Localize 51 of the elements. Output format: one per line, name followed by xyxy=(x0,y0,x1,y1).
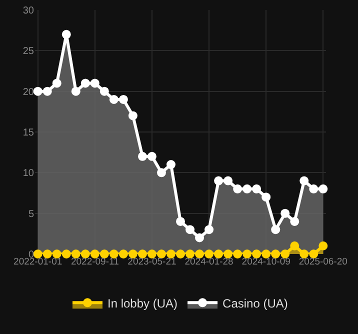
point xyxy=(166,160,176,170)
point xyxy=(280,208,290,218)
point xyxy=(233,184,242,194)
point xyxy=(195,233,204,242)
point xyxy=(252,184,262,194)
point xyxy=(42,86,52,96)
y-tick-label: 25 xyxy=(22,46,34,58)
point xyxy=(309,184,318,194)
point xyxy=(290,216,300,226)
x-tick-label: 2024-10-09 xyxy=(242,256,290,268)
legend-label: In lobby (UA) xyxy=(108,296,178,310)
point xyxy=(214,176,224,186)
point xyxy=(147,152,156,161)
y-tick-label: 30 xyxy=(22,6,34,16)
point xyxy=(109,94,118,104)
y-tick-label: 20 xyxy=(22,86,34,98)
y-tick-label: 15 xyxy=(22,128,34,138)
point xyxy=(62,30,71,39)
point xyxy=(318,184,328,194)
y-tick-label: 5 xyxy=(28,208,34,220)
point xyxy=(318,241,328,250)
point xyxy=(242,184,252,194)
point xyxy=(271,225,280,234)
point xyxy=(176,250,185,258)
x-tick-label: 2022-09-11 xyxy=(70,256,119,268)
point xyxy=(33,86,42,96)
point xyxy=(290,241,300,250)
x-tick-label: 2023-05-21 xyxy=(128,256,176,268)
legend-label: Casino (UA) xyxy=(222,296,288,310)
point xyxy=(118,94,128,104)
point xyxy=(156,168,166,178)
x-tick-label: 2024-01-28 xyxy=(184,256,234,268)
point xyxy=(71,86,80,96)
point xyxy=(62,250,71,258)
point xyxy=(233,250,242,258)
point xyxy=(300,176,309,186)
x-tick-label: 2022-01-01 xyxy=(14,256,62,268)
point xyxy=(80,78,90,88)
point xyxy=(176,216,185,226)
point xyxy=(186,225,195,234)
point xyxy=(52,78,62,88)
x-tick-label: 2025-06-20 xyxy=(298,256,348,268)
point xyxy=(204,225,214,234)
point xyxy=(262,192,271,202)
point xyxy=(90,78,100,88)
point xyxy=(138,152,147,161)
point xyxy=(100,86,109,96)
point xyxy=(128,111,138,120)
point xyxy=(118,250,128,258)
y-tick-label: 10 xyxy=(22,168,34,180)
point xyxy=(224,176,233,186)
